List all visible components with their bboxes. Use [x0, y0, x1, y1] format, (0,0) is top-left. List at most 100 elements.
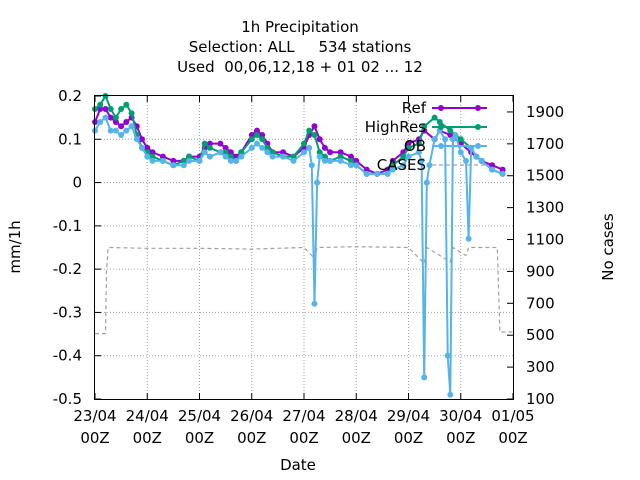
y-axis-label: mm/1h [6, 220, 24, 273]
y2-tick-label: 100 [526, 390, 555, 408]
data-point-ref [248, 132, 255, 138]
data-point-ob [405, 153, 412, 160]
data-point-highres [222, 149, 229, 156]
x-tick-label-time: 00Z [342, 429, 371, 447]
data-point-ref [227, 149, 234, 156]
data-point-ref [337, 149, 344, 156]
x-tick-label-time: 00Z [133, 429, 162, 447]
data-point-ob [123, 127, 130, 134]
data-point-ob [128, 123, 135, 130]
data-point-ref [489, 162, 496, 169]
data-point-ob [426, 162, 433, 169]
y2-tick-label: 700 [526, 294, 555, 312]
data-point-highres [238, 149, 245, 156]
data-point-highres [306, 127, 313, 134]
data-point-highres [389, 162, 396, 169]
data-point-highres [321, 153, 328, 160]
data-point-ref [499, 166, 506, 173]
data-point-ob [180, 162, 187, 169]
chart-title-line2: Selection: ALL 534 stations [189, 38, 412, 56]
data-point-highres [97, 101, 104, 108]
legend-label: OB [404, 137, 426, 155]
data-point-ob [384, 170, 391, 177]
data-point-ob [316, 153, 323, 160]
y-tick-label: -0.3 [53, 303, 82, 321]
data-point-highres [337, 153, 344, 160]
data-point-ob [499, 170, 506, 177]
y2-tick-label: 1500 [526, 167, 564, 185]
legend-marker [475, 105, 481, 111]
x-tick-label: 26/04 [230, 407, 273, 425]
data-point-ob [444, 352, 451, 359]
data-point-ob [306, 144, 313, 151]
data-point-ob [196, 157, 203, 164]
data-point-ob [159, 157, 166, 164]
x-tick-label-time: 00Z [289, 429, 318, 447]
y2-tick-label: 1900 [526, 103, 564, 121]
data-point-ob [431, 136, 438, 143]
data-point-ob [222, 153, 229, 160]
data-point-ob [97, 119, 104, 125]
data-point-ob [133, 136, 140, 143]
data-point-ob [314, 179, 321, 186]
data-point-ref [112, 119, 119, 125]
legend-marker [475, 124, 481, 130]
grid [95, 96, 513, 399]
data-point-ob [201, 149, 208, 156]
data-point-ob [348, 162, 354, 169]
data-point-ob [337, 157, 344, 164]
data-point-highres [457, 136, 464, 143]
data-point-highres [447, 127, 454, 134]
data-point-ob [463, 157, 469, 164]
data-point-ob [421, 374, 428, 381]
data-point-ref [259, 132, 266, 138]
plot-frame [94, 95, 514, 400]
data-point-ob [233, 157, 240, 164]
data-point-ref [353, 157, 360, 164]
data-point-highres [259, 136, 266, 143]
x-tick-label: 29/04 [387, 407, 430, 425]
legend-marker [438, 143, 444, 149]
data-point-highres [301, 140, 307, 147]
chart-title-line1: 1h Precipitation [241, 18, 359, 36]
data-point-ref [170, 157, 177, 164]
data-point-ob [321, 157, 328, 164]
y2-tick-label: 1100 [526, 231, 564, 249]
legend-label: CASES [377, 156, 426, 174]
data-point-ob [238, 153, 245, 160]
data-point-ob [457, 149, 464, 156]
data-point-ob [206, 153, 213, 160]
x-axis-label: Date [280, 456, 316, 474]
data-point-ob [374, 170, 381, 177]
series-line-cases [95, 246, 513, 335]
y-tick-label: -0.4 [53, 347, 82, 365]
y-tick-label: -0.5 [53, 390, 82, 408]
data-point-highres [269, 149, 276, 156]
data-point-ref [254, 127, 260, 134]
y-tick-label: -0.2 [53, 260, 82, 278]
data-point-ref [321, 144, 328, 151]
data-point-highres [107, 106, 114, 112]
data-point-ref [149, 149, 156, 156]
data-point-ob [280, 153, 287, 160]
data-point-highres [264, 144, 271, 151]
data-point-highres [254, 132, 260, 138]
data-point-highres [112, 114, 119, 121]
data-point-ref [97, 106, 104, 112]
y-tick-label: 0 [72, 174, 82, 192]
x-tick-label: 24/04 [126, 407, 169, 425]
x-tick-label-time: 00Z [446, 429, 475, 447]
data-point-ob [102, 114, 109, 121]
data-point-highres [248, 136, 255, 143]
data-point-ob [442, 136, 449, 143]
x-tick-label: 23/04 [73, 407, 116, 425]
data-point-ref [389, 157, 396, 164]
data-point-ob [259, 144, 266, 151]
data-point-ref [102, 106, 109, 112]
data-point-ob [452, 132, 459, 138]
data-point-ob [264, 149, 271, 156]
series-layer [92, 93, 513, 398]
series-line-ref [94, 108, 503, 175]
legend-marker [438, 105, 444, 111]
data-point-ref [447, 132, 454, 138]
